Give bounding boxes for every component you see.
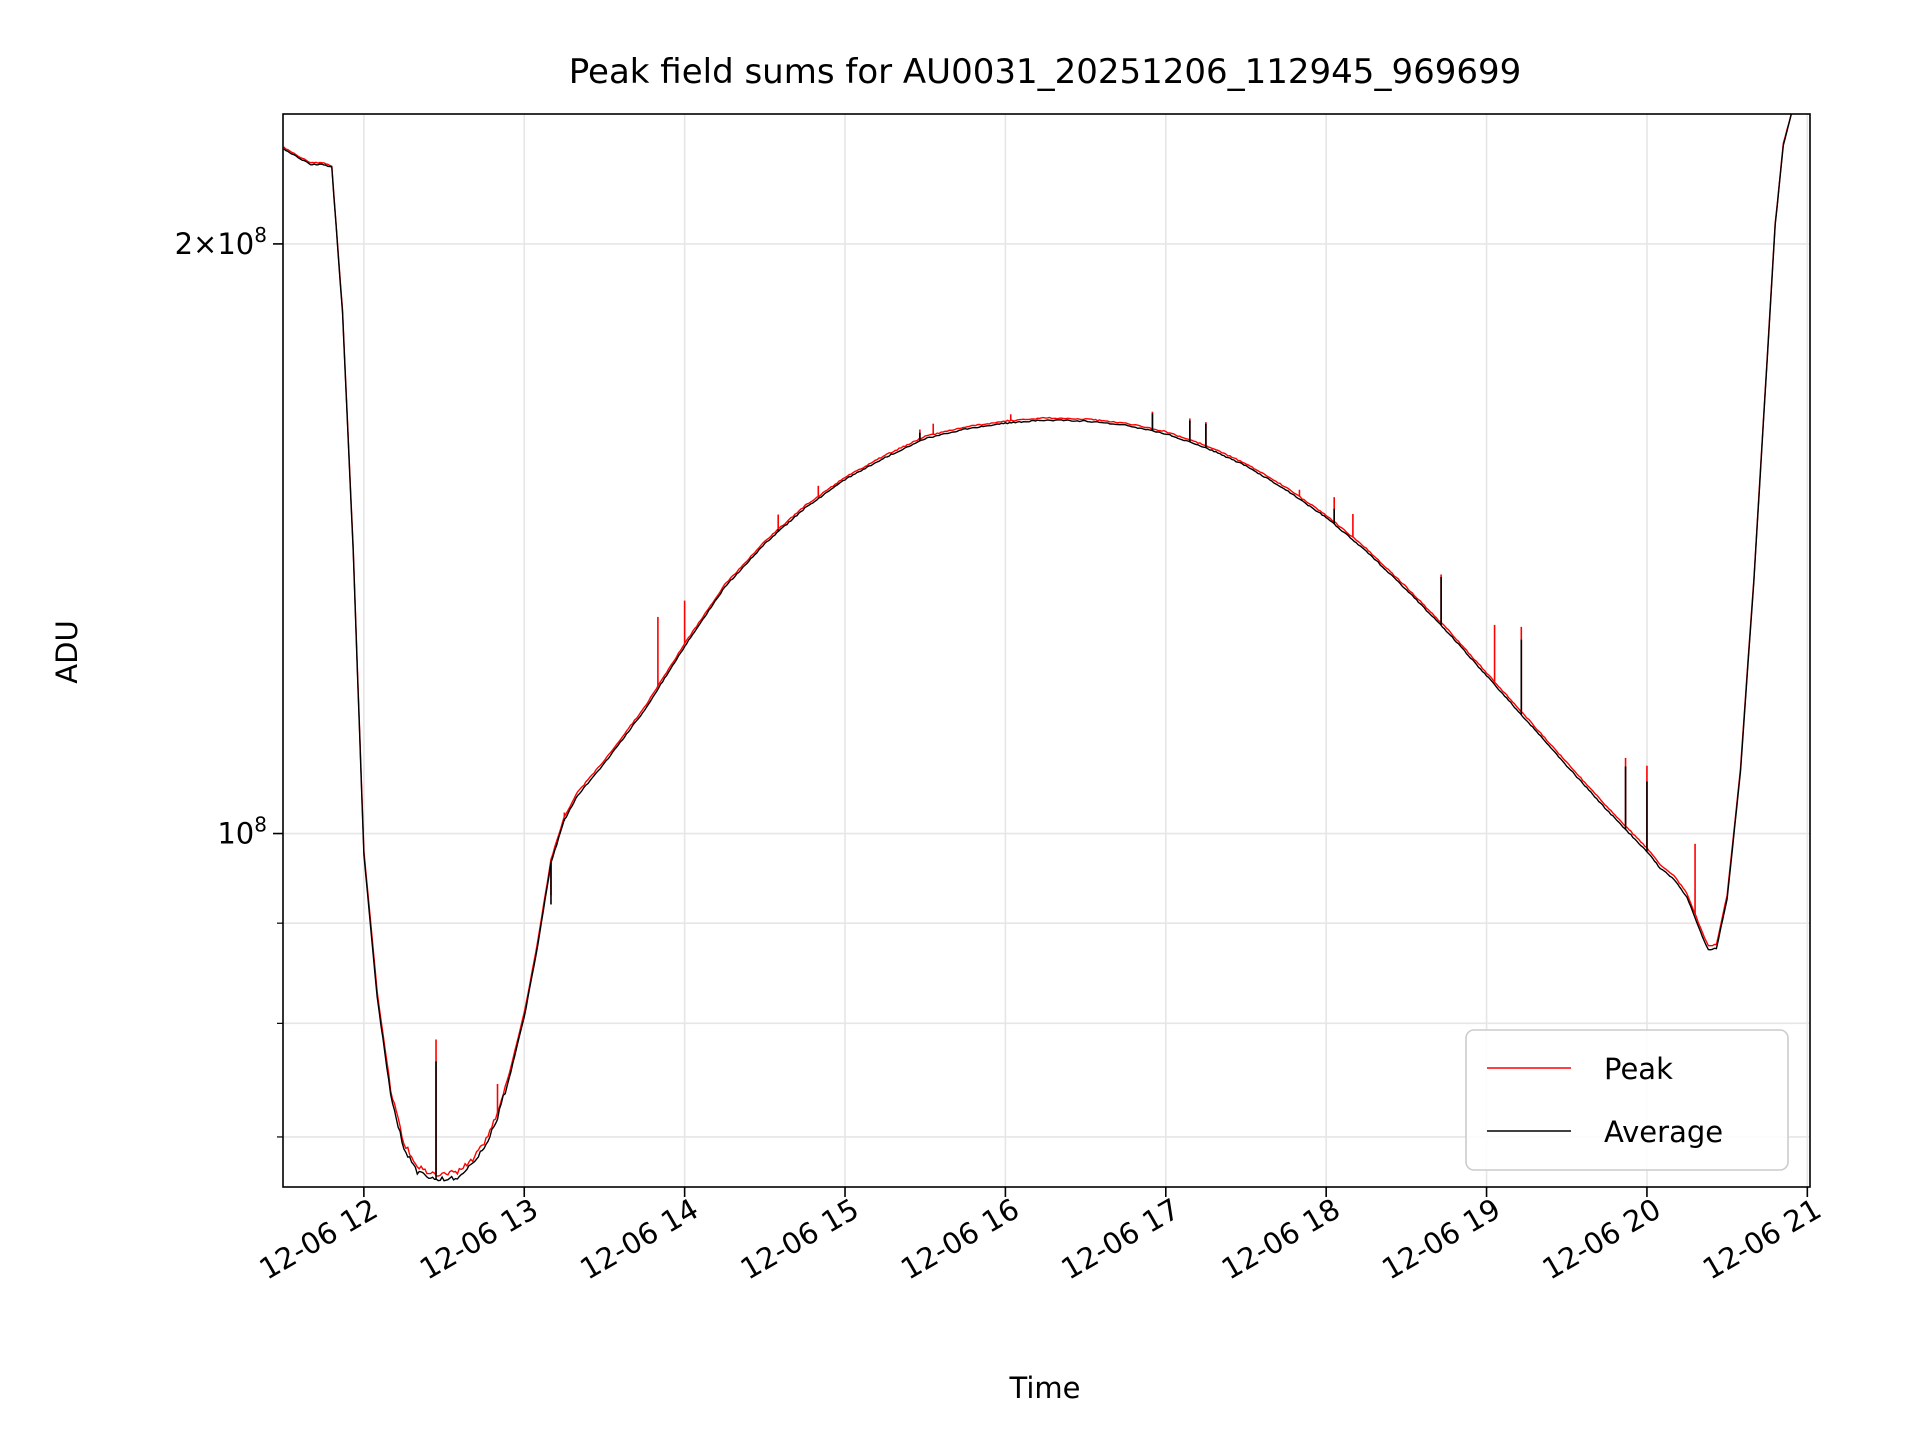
legend-box xyxy=(1465,1029,1789,1171)
y-axis: 108 2×108 xyxy=(175,223,283,1138)
legend-label-average: Average xyxy=(1604,1115,1723,1149)
x-axis-label: Time xyxy=(1009,1371,1081,1405)
series-line-average xyxy=(283,114,1792,1182)
y-tick-label: 2×108 xyxy=(175,223,267,261)
axes-frame xyxy=(282,113,1811,1188)
legend: Peak Average xyxy=(1465,1029,1789,1171)
chart-title: Peak field sums for AU0031_20251206_1129… xyxy=(569,52,1521,92)
plot-area xyxy=(283,114,1792,1182)
y-tick-label: 108 xyxy=(217,813,267,851)
legend-label-peak: Peak xyxy=(1604,1052,1673,1086)
y-axis-label: ADU xyxy=(50,620,84,683)
